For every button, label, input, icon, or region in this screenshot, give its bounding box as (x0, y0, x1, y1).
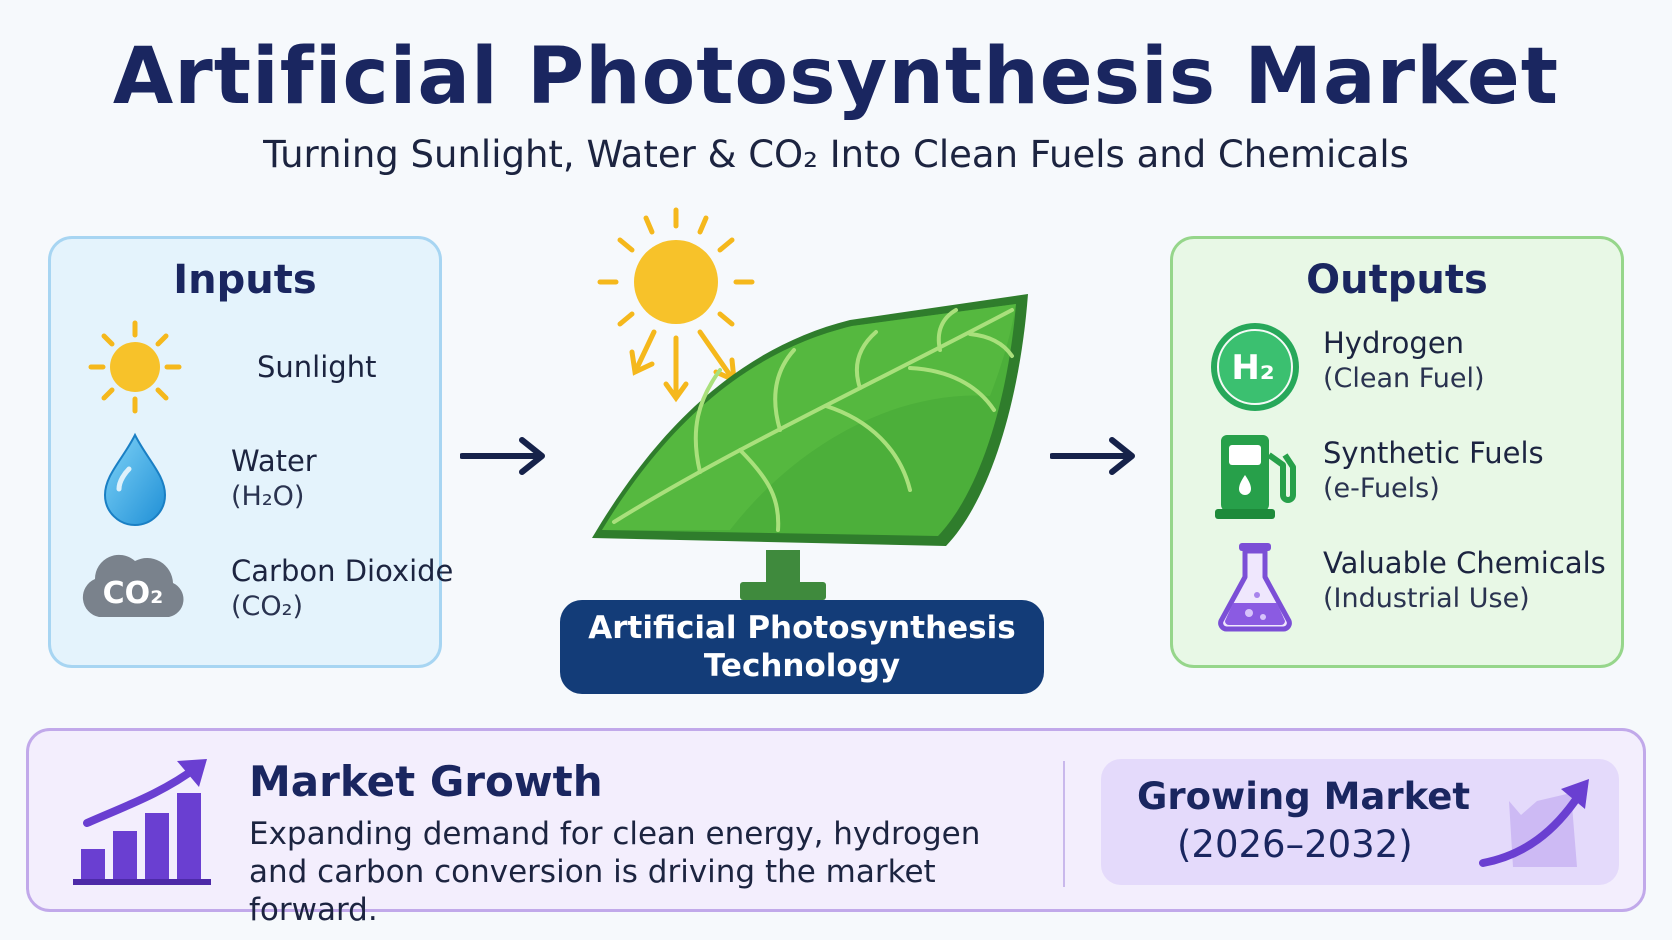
output-item-valuable-chemicals: Valuable Chemicals (Industrial Use) (1209, 541, 1619, 637)
page-subtitle: Turning Sunlight, Water & CO₂ Into Clean… (263, 133, 1409, 176)
output-item-hydrogen: H₂ Hydrogen (Clean Fuel) (1209, 321, 1609, 417)
trend-arrow-icon (1479, 779, 1589, 867)
input-item-co2: CO₂ Carbon Dioxide (CO₂) (77, 539, 453, 635)
co2-icon-text: CO₂ (103, 576, 164, 611)
inputs-panel: Inputs Sunlight Water (H₂O) (48, 236, 453, 668)
output-label-valuable-chemicals: Valuable Chemicals (1323, 546, 1606, 580)
input-label-water: Water (231, 444, 317, 478)
input-item-water: Water (H₂O) (85, 431, 435, 527)
growth-chart-icon (73, 759, 211, 885)
output-sub-synthetic-fuels: (e-Fuels) (1323, 473, 1440, 504)
input-label-co2: Carbon Dioxide (231, 554, 454, 588)
outputs-panel: Outputs H₂ Hydrogen (Clean Fuel) Synthet… (1170, 236, 1624, 668)
inputs-title: Inputs (173, 257, 317, 303)
fuel-pump-icon (1215, 435, 1296, 519)
co2-cloud-icon: CO₂ (82, 554, 184, 617)
output-label-hydrogen: Hydrogen (1323, 326, 1465, 360)
output-item-synthetic-fuels: Synthetic Fuels (e-Fuels) (1209, 431, 1609, 527)
technology-label: Artificial Photosynthesis Technology (560, 600, 1044, 694)
technology-label-line2: Technology (703, 648, 901, 684)
solar-leaf-panel-icon (592, 207, 1028, 600)
market-growth-description: Expanding demand for clean energy, hydro… (249, 816, 981, 928)
growing-market-years: (2026–2032) (1177, 823, 1413, 866)
arrow-right-icon (1050, 437, 1135, 475)
arrow-right-icon (460, 437, 545, 475)
input-label-sunlight: Sunlight (257, 350, 377, 384)
sun-icon (88, 320, 182, 414)
divider (1063, 761, 1065, 887)
market-growth-panel: Market Growth Expanding demand for clean… (26, 728, 1646, 928)
hydrogen-icon: H₂ (1211, 323, 1299, 411)
input-item-sunlight: Sunlight (85, 319, 425, 415)
growing-market-title: Growing Market (1137, 775, 1471, 818)
input-sub-water: (H₂O) (231, 481, 305, 512)
water-drop-icon (103, 432, 167, 526)
hydrogen-icon-text: H₂ (1231, 348, 1274, 388)
output-label-synthetic-fuels: Synthetic Fuels (1323, 436, 1544, 470)
flask-icon (1218, 543, 1292, 632)
market-growth-title: Market Growth (249, 757, 603, 806)
page-title: Artificial Photosynthesis Market (112, 32, 1560, 122)
input-sub-co2: (CO₂) (231, 591, 303, 622)
outputs-title: Outputs (1306, 257, 1488, 303)
output-sub-valuable-chemicals: (Industrial Use) (1323, 583, 1530, 614)
output-sub-hydrogen: (Clean Fuel) (1323, 363, 1485, 394)
growing-market-badge: Growing Market (2026–2032) (1101, 759, 1619, 885)
technology-label-line1: Artificial Photosynthesis (588, 610, 1016, 646)
